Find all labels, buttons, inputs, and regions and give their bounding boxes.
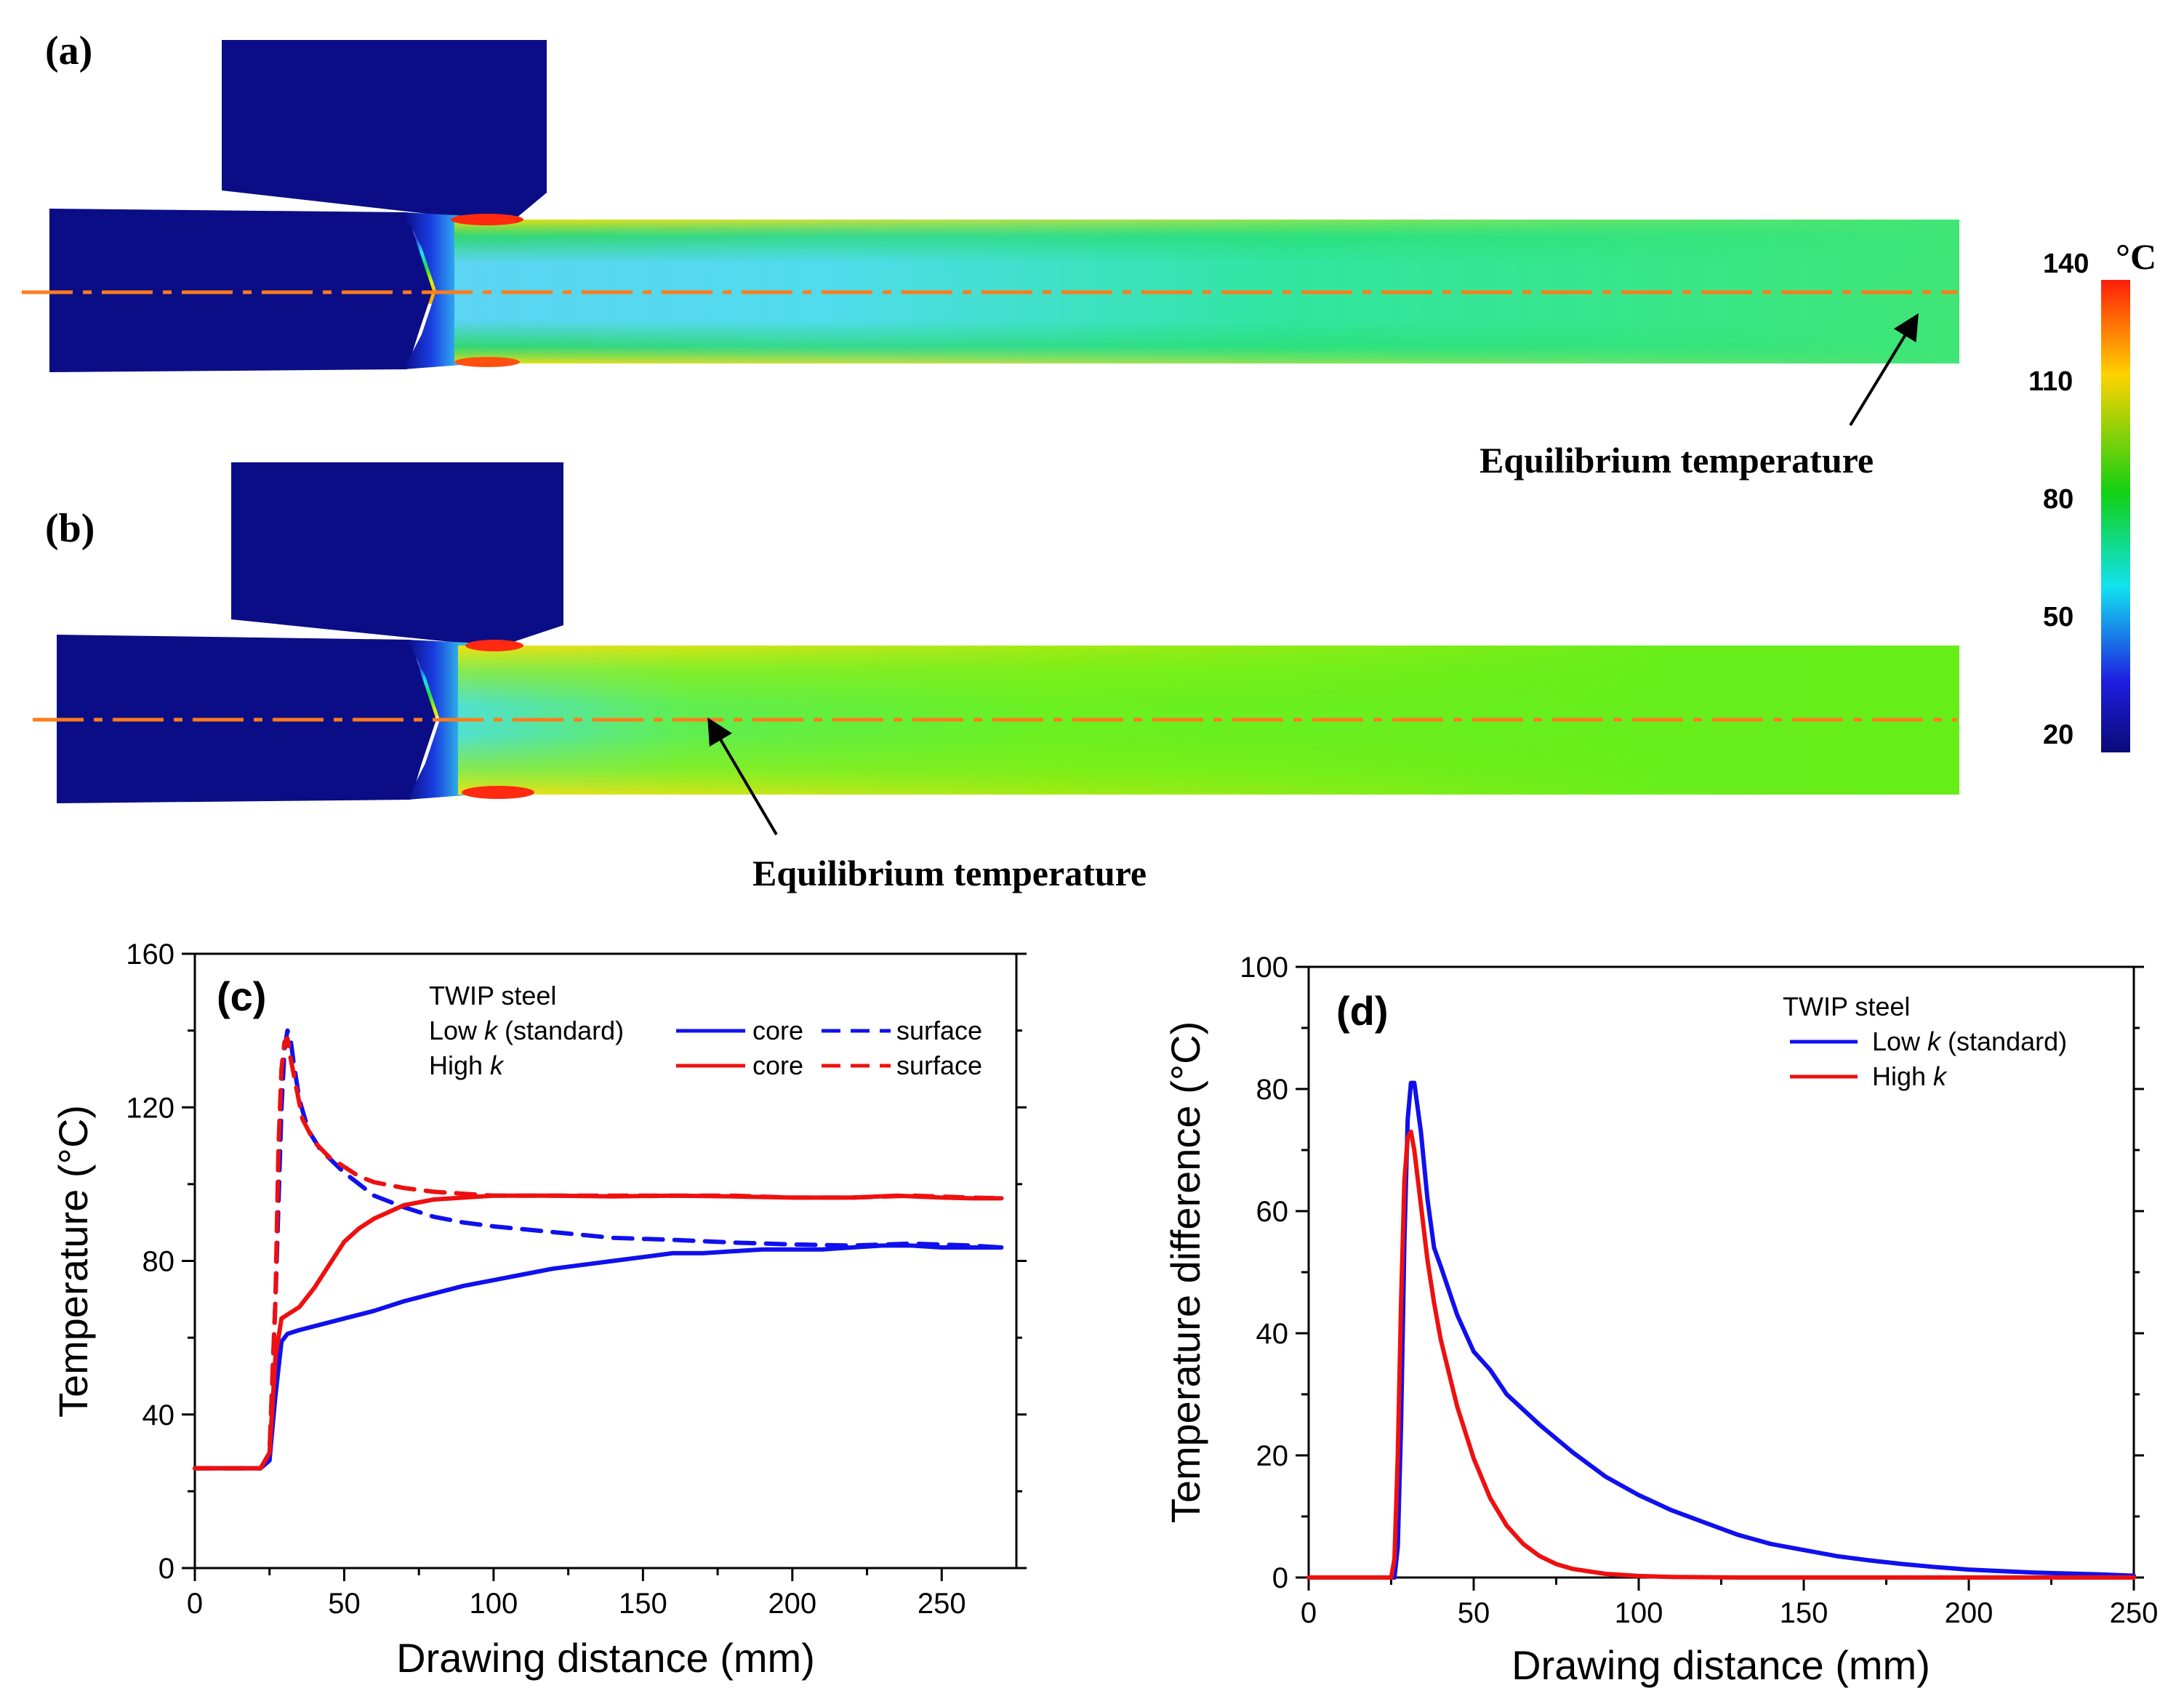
series-line-high-k <box>1306 1129 2136 1580</box>
colorbar-unit: °C <box>2116 236 2156 277</box>
panel-label-c: (c) <box>217 973 266 1019</box>
plot-frame <box>1307 965 2135 1579</box>
colorbar-tick: 80 <box>2043 484 2073 515</box>
legend-core-label: core <box>752 1050 803 1080</box>
wire-unheated-a <box>49 209 433 372</box>
equilibrium-arrow-b <box>707 717 778 836</box>
x-tick-label: 150 <box>1780 1597 1828 1629</box>
colorbar-tick: 110 <box>2028 366 2073 397</box>
colorbar-scale <box>2101 280 2130 752</box>
y-tick-label: 100 <box>1240 952 1288 984</box>
colorbar-tick: 20 <box>2043 720 2073 750</box>
x-tick-label: 50 <box>1458 1597 1490 1629</box>
panel-label-d: (d) <box>1336 988 1389 1034</box>
colorbar: °C 140 110 80 50 20 <box>2028 236 2156 752</box>
legend-surface-label: surface <box>896 1016 982 1045</box>
chart-c-title: TWIP steel <box>429 981 556 1010</box>
y-tick-label: 80 <box>1256 1074 1289 1106</box>
chart-c-xlabel: Drawing distance (mm) <box>396 1635 815 1681</box>
y-tick-label: 120 <box>126 1092 174 1124</box>
y-tick-label: 60 <box>1256 1196 1289 1228</box>
legend-row-label: High k <box>429 1050 505 1080</box>
panel-b: (b) Equilibrium temperature <box>33 462 1959 893</box>
chart-d-title: TWIP steel <box>1783 992 1910 1021</box>
y-tick-label: 160 <box>126 939 174 970</box>
series-line-high-k-surface <box>193 1036 1004 1471</box>
series-line-low-k-standard- <box>1306 1080 2136 1580</box>
chart-c-marks: 0 50 100 150 200 250 0 40 80 120 160 <box>126 939 1027 1620</box>
x-tick-label: 0 <box>187 1588 203 1620</box>
x-tick-label: 150 <box>619 1588 667 1620</box>
y-tick-label: 40 <box>142 1399 175 1431</box>
x-tick-label: 50 <box>328 1588 361 1620</box>
x-tick-label: 250 <box>918 1588 966 1620</box>
legend-row-label: High k <box>1872 1061 1948 1091</box>
x-tick-label: 200 <box>768 1588 816 1620</box>
panel-label-b: (b) <box>45 506 95 551</box>
series-line-low-k-surface <box>193 1028 1004 1471</box>
series-line-low-k-core <box>193 1243 1004 1471</box>
legend-row-label: Low k (standard) <box>429 1016 624 1045</box>
legend-surface-label: surface <box>896 1050 982 1080</box>
y-tick-label: 80 <box>142 1246 175 1278</box>
equilibrium-arrow-a <box>1849 313 1919 427</box>
chart-c-legend: Low k (standard) core surface High k cor… <box>429 1016 982 1080</box>
equilibrium-label-a: Equilibrium temperature <box>1480 440 1874 481</box>
y-tick-label: 0 <box>1272 1562 1288 1594</box>
x-tick-label: 250 <box>2110 1597 2159 1629</box>
y-tick-label: 20 <box>1256 1440 1289 1472</box>
x-tick-label: 100 <box>470 1588 518 1620</box>
wire-unheated-b <box>57 635 436 803</box>
chart-d: 0 50 100 150 200 250 0 20 40 60 80 100 (d) TWIP ste… <box>1163 952 2158 1688</box>
panel-label-a: (a) <box>45 28 92 73</box>
equilibrium-label-b: Equilibrium temperature <box>752 853 1147 893</box>
legend-row-label: Low k (standard) <box>1872 1026 2067 1056</box>
legend-core-label: core <box>752 1016 803 1045</box>
y-tick-label: 0 <box>158 1553 174 1585</box>
chart-d-legend: Low k (standard) High k <box>1790 1026 2067 1091</box>
panel-a: (a) Equilibrium temperature <box>22 28 1959 481</box>
chart-d-xlabel: Drawing distance (mm) <box>1511 1642 1930 1688</box>
x-tick-label: 100 <box>1615 1597 1663 1629</box>
chart-c-ylabel: Temperature (°C) <box>50 1105 96 1418</box>
chart-c: 0 50 100 150 200 250 0 40 80 120 160 (c) TWIP stee… <box>50 939 1027 1681</box>
chart-d-ylabel: Temperature difference (°C) <box>1163 1021 1208 1524</box>
colorbar-tick: 140 <box>2043 249 2089 279</box>
chart-d-marks: 0 50 100 150 200 250 0 20 40 60 80 100 <box>1240 952 2158 1629</box>
y-tick-label: 40 <box>1256 1318 1289 1350</box>
x-tick-label: 200 <box>1945 1597 1994 1629</box>
x-tick-label: 0 <box>1301 1597 1317 1629</box>
colorbar-tick: 50 <box>2043 602 2073 632</box>
